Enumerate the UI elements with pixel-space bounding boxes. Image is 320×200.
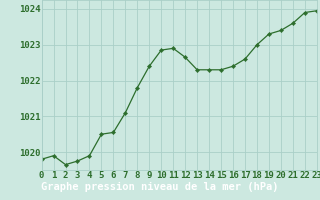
Text: Graphe pression niveau de la mer (hPa): Graphe pression niveau de la mer (hPa) [41, 182, 279, 192]
